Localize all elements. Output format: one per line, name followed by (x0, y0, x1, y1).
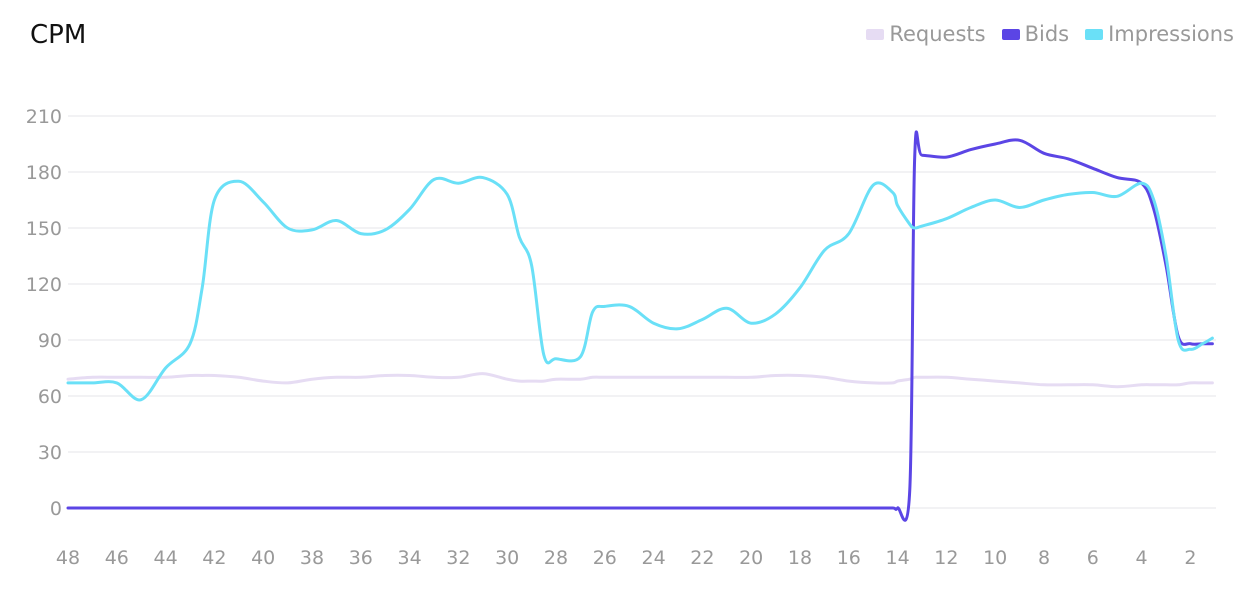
y-tick-label: 180 (26, 162, 62, 184)
impressions-line (66, 175, 1214, 402)
legend-swatch-bids (1001, 28, 1020, 40)
x-tick-label: 2 (1184, 547, 1196, 569)
bids-line (66, 130, 1214, 522)
requests-line (66, 372, 1214, 389)
x-tick-label: 46 (105, 547, 129, 569)
x-tick-label: 38 (300, 547, 324, 569)
y-tick-label: 210 (26, 106, 62, 128)
legend-item-requests[interactable]: Requests (866, 22, 986, 46)
legend-item-impressions[interactable]: Impressions (1085, 22, 1234, 46)
x-tick-label: 26 (593, 547, 617, 569)
y-tick-label: 90 (38, 330, 62, 352)
x-tick-label: 14 (886, 547, 910, 569)
legend-label-bids: Bids (1024, 22, 1070, 46)
x-tick-label: 36 (349, 547, 373, 569)
x-tick-label: 6 (1087, 547, 1099, 569)
x-tick-label: 44 (154, 547, 178, 569)
x-tick-label: 32 (446, 547, 470, 569)
y-tick-label: 60 (38, 386, 62, 408)
x-tick-label: 48 (56, 547, 80, 569)
y-tick-label: 0 (50, 498, 62, 520)
x-tick-label: 20 (739, 547, 763, 569)
x-tick-label: 10 (983, 547, 1007, 569)
legend: Requests Bids Impressions (850, 22, 1234, 46)
x-tick-label: 34 (398, 547, 422, 569)
legend-item-bids[interactable]: Bids (1001, 22, 1070, 46)
y-tick-label: 120 (26, 274, 62, 296)
x-tick-label: 22 (690, 547, 714, 569)
legend-label-impressions: Impressions (1108, 22, 1234, 46)
chart-title: CPM (30, 20, 87, 50)
y-tick-label: 150 (26, 218, 62, 240)
x-tick-label: 18 (788, 547, 812, 569)
x-tick-label: 16 (837, 547, 861, 569)
legend-swatch-requests (866, 28, 885, 40)
x-tick-label: 4 (1136, 547, 1148, 569)
y-tick-label: 30 (38, 442, 62, 464)
x-tick-label: 12 (934, 547, 958, 569)
x-tick-label: 40 (251, 547, 275, 569)
legend-label-requests: Requests (889, 22, 986, 46)
legend-swatch-impressions (1085, 28, 1104, 40)
x-tick-label: 42 (202, 547, 226, 569)
x-tick-label: 28 (544, 547, 568, 569)
x-tick-label: 30 (495, 547, 519, 569)
x-tick-label: 24 (642, 547, 666, 569)
x-tick-label: 8 (1038, 547, 1050, 569)
